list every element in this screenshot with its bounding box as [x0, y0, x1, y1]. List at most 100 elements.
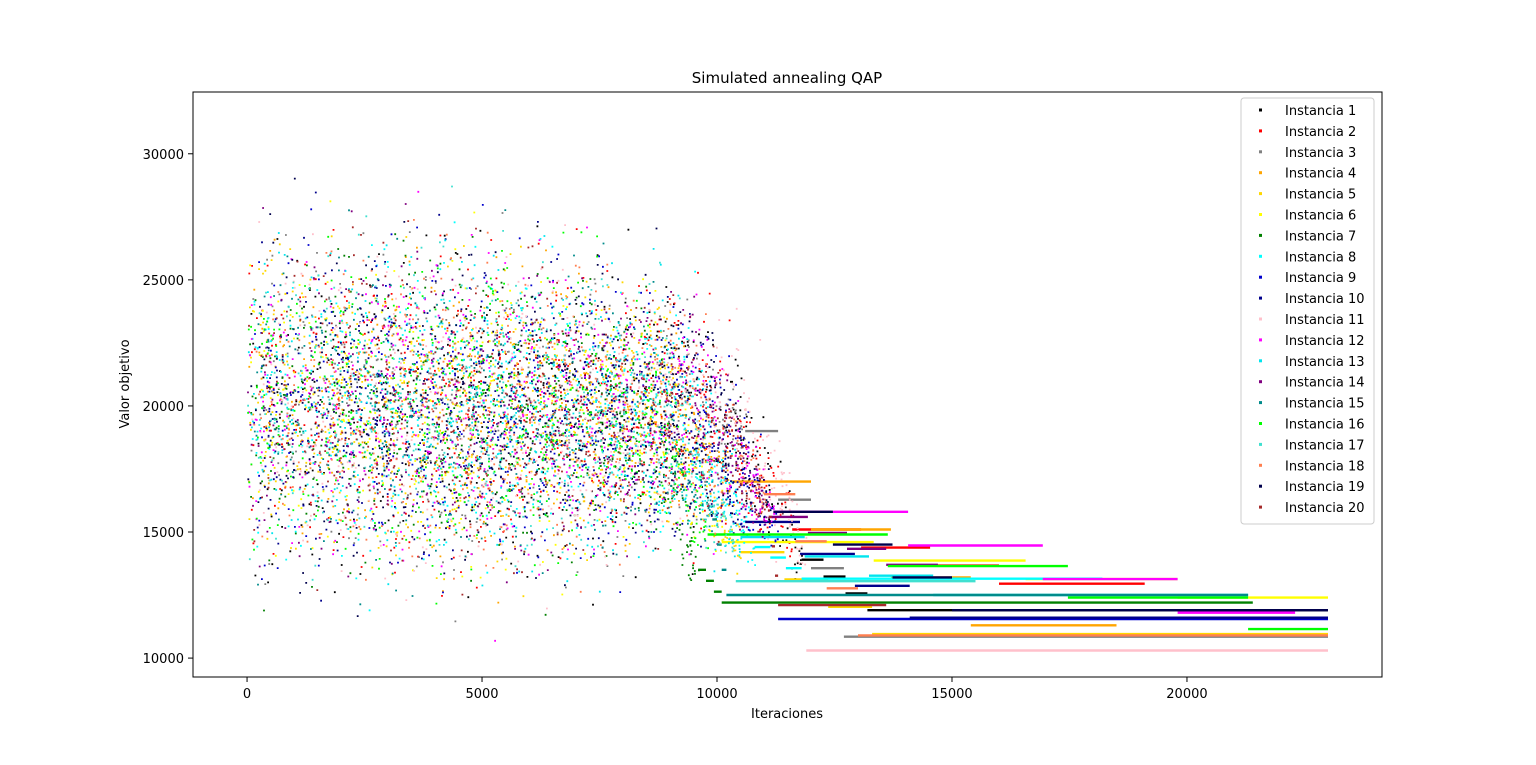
legend-label: Instancia 3: [1285, 146, 1356, 161]
series-7-plateau: [698, 568, 1253, 604]
legend-item: Instancia 20: [1259, 501, 1365, 516]
series-8-plateau: [754, 545, 1103, 580]
x-tick-label: 10000: [696, 687, 737, 702]
legend-marker: [1259, 505, 1262, 509]
legend-item: Instancia 10: [1259, 292, 1365, 307]
legend-item: Instancia 19: [1259, 480, 1365, 495]
series-4-plateau: [731, 480, 1117, 627]
legend-marker: [1259, 296, 1262, 300]
legend-label: Instancia 7: [1285, 229, 1356, 244]
series-15-plateau: [712, 518, 1249, 597]
series-12: [248, 190, 1296, 642]
legend-marker: [1259, 108, 1262, 112]
x-tick-label: 15000: [931, 687, 972, 702]
legend-marker: [1259, 359, 1262, 363]
legend-item: Instancia 9: [1259, 271, 1356, 286]
plot-area: [247, 177, 1328, 652]
legend-marker: [1259, 317, 1262, 321]
y-tick-label: 20000: [143, 400, 184, 415]
series-16-plateau: [707, 533, 1328, 631]
legend-marker: [1259, 150, 1262, 154]
x-tick-label: 20000: [1166, 687, 1207, 702]
legend-item: Instancia 1: [1259, 104, 1356, 119]
legend-label: Instancia 4: [1285, 167, 1356, 182]
legend-item: Instancia 6: [1259, 209, 1356, 224]
y-tick-label: 25000: [143, 274, 184, 289]
legend-label: Instancia 16: [1285, 418, 1365, 433]
series-3: [250, 212, 1328, 638]
series-15: [253, 209, 1249, 606]
series-1: [250, 225, 1328, 612]
legend-marker: [1259, 275, 1262, 279]
legend-item: Instancia 3: [1259, 146, 1356, 161]
series-10-plateau: [745, 520, 1328, 619]
legend-marker: [1259, 233, 1262, 237]
legend-label: Instancia 10: [1285, 292, 1365, 307]
legend-marker: [1259, 171, 1262, 175]
legend-label: Instancia 11: [1285, 313, 1365, 328]
legend-label: Instancia 8: [1285, 250, 1356, 265]
legend-label: Instancia 13: [1285, 355, 1365, 370]
legend-item: Instancia 8: [1259, 250, 1356, 265]
legend-item: Instancia 18: [1259, 459, 1365, 474]
series-10: [256, 191, 1328, 619]
legend-item: Instancia 2: [1259, 125, 1356, 140]
legend-marker: [1259, 254, 1262, 258]
y-tick-label: 30000: [143, 148, 184, 163]
x-tick-label: 0: [243, 687, 251, 702]
series-4: [248, 238, 1117, 627]
chart-title: Simulated annealing QAP: [692, 69, 882, 87]
y-axis-label: Valor objetivo: [118, 339, 133, 428]
legend-label: Instancia 5: [1285, 188, 1356, 203]
axes-frame: [192, 91, 1383, 678]
legend-item: Instancia 5: [1259, 188, 1356, 203]
y-tick-label: 10000: [143, 652, 184, 667]
legend-marker: [1259, 463, 1262, 467]
series-3-plateau: [745, 429, 1328, 638]
legend-label: Instancia 2: [1285, 125, 1356, 140]
series-19: [247, 177, 1328, 617]
series-7: [249, 233, 1253, 616]
legend-marker: [1259, 129, 1262, 133]
legend-marker: [1259, 422, 1262, 425]
legend-label: Instancia 15: [1285, 397, 1365, 412]
x-axis: 0 5000 10000 15000 20000: [243, 677, 1208, 702]
y-axis: 10000 15000 20000 25000 30000: [143, 148, 193, 667]
legend-label: Instancia 9: [1285, 271, 1356, 286]
legend-box: [1240, 97, 1375, 525]
legend-label: Instancia 12: [1285, 334, 1365, 349]
legend-label: Instancia 20: [1285, 501, 1365, 516]
legend-item: Instancia 16: [1259, 418, 1365, 433]
legend: Instancia 1 Instancia 2 Instancia 3 Instanc…: [1240, 97, 1375, 525]
legend-item: Instancia 13: [1259, 355, 1365, 370]
legend-label: Instancia 18: [1285, 459, 1365, 474]
series-14-plateau: [768, 515, 938, 566]
series-18-plateau: [764, 493, 1328, 637]
legend-item: Instancia 14: [1259, 376, 1365, 391]
legend-item: Instancia 4: [1259, 167, 1356, 182]
series-19-plateau: [773, 510, 1328, 612]
series-8: [248, 221, 1103, 612]
legend-item: Instancia 11: [1259, 313, 1365, 328]
series-16: [247, 231, 1328, 631]
y-tick-label: 15000: [143, 526, 184, 541]
legend-marker: [1259, 380, 1262, 384]
legend-marker: [1259, 213, 1262, 216]
x-tick-label: 5000: [465, 687, 498, 702]
legend-label: Instancia 17: [1285, 438, 1365, 453]
series-1-plateau: [801, 558, 1328, 612]
legend-marker: [1259, 484, 1262, 488]
legend-marker: [1259, 338, 1262, 342]
legend-marker: [1259, 192, 1262, 196]
series-18: [253, 219, 1328, 637]
series-13-plateau: [740, 535, 1249, 597]
series-12-plateau: [773, 510, 1296, 614]
series-20-plateau: [768, 515, 887, 607]
series-14: [247, 203, 938, 584]
legend-marker: [1259, 442, 1262, 446]
x-axis-label: Iteraciones: [751, 707, 823, 722]
legend-item: Instancia 7: [1259, 229, 1356, 244]
legend-label: Instancia 19: [1285, 480, 1365, 495]
